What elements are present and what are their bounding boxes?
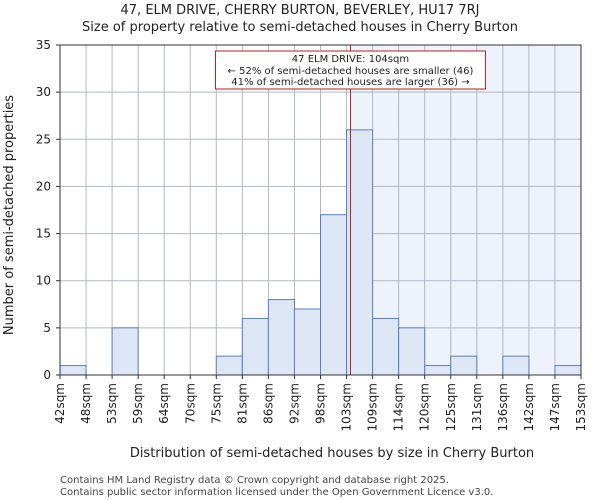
y-tick-label: 30 [36, 85, 51, 99]
x-tick-label: 136sqm [496, 383, 510, 431]
annotation-box [214, 50, 486, 90]
histogram-bar [554, 365, 582, 376]
histogram-bar [450, 355, 478, 376]
x-tick-label: 92sqm [287, 383, 301, 424]
histogram-bar [59, 365, 87, 376]
y-tick-label: 10 [36, 274, 51, 288]
y-tick-labels: 0 5 10 15 20 25 30 35 [36, 38, 60, 382]
footer-line-1: Contains HM Land Registry data © Crown c… [60, 475, 449, 486]
x-tick-label: 142sqm [522, 383, 536, 431]
y-axis-label: Number of semi-detached properties [2, 95, 17, 335]
footer-line-2: Contains public sector information licen… [60, 487, 493, 498]
x-tick-label: 59sqm [131, 383, 145, 424]
histogram-bar [241, 317, 269, 376]
histogram-bar [398, 327, 426, 376]
x-tick-label: 114sqm [392, 383, 406, 431]
x-tick-label: 81sqm [235, 383, 249, 424]
histogram-bar [267, 299, 295, 376]
annotation-line-2: ← 52% of semi-detached houses are smalle… [228, 66, 474, 77]
x-tick-label: 75sqm [209, 383, 223, 424]
x-tick-label: 120sqm [418, 383, 432, 431]
x-tick-label: 125sqm [444, 383, 458, 431]
x-tick-label: 64sqm [157, 383, 171, 424]
bars [59, 129, 582, 376]
histogram-bar [215, 355, 243, 376]
y-tick-label: 20 [36, 179, 51, 193]
histogram-bar [320, 214, 348, 376]
x-tick-label: 86sqm [261, 383, 275, 424]
plot-frame [59, 44, 582, 376]
y-tick-label: 15 [36, 227, 51, 241]
chart-title: 47, ELM DRIVE, CHERRY BURTON, BEVERLEY, … [121, 3, 480, 18]
x-tick-label: 147sqm [548, 383, 562, 431]
x-tick-label: 98sqm [314, 383, 328, 424]
histogram-bar [424, 365, 452, 376]
x-axis-label: Distribution of semi-detached houses by … [130, 446, 534, 461]
x-tick-label: 109sqm [366, 383, 380, 431]
x-tick-label: 70sqm [183, 383, 197, 424]
y-tick-label: 0 [43, 368, 51, 382]
x-tick-label: 42sqm [53, 383, 67, 424]
chart-subtitle: Size of property relative to semi-detach… [82, 20, 518, 35]
x-tick-label: 48sqm [79, 383, 93, 424]
y-tick-label: 5 [43, 321, 51, 335]
x-tick-label: 53sqm [105, 383, 119, 424]
x-tick-label: 103sqm [340, 383, 354, 431]
y-tick-label: 25 [36, 132, 51, 146]
y-tick-label: 35 [36, 38, 51, 52]
histogram-bar [111, 327, 139, 376]
x-tick-label: 153sqm [574, 383, 588, 431]
histogram-bar [372, 317, 400, 376]
annotation-line-1: 47 ELM DRIVE: 104sqm [292, 54, 409, 65]
histogram-bar [502, 355, 530, 376]
x-tick-labels: 42sqm 48sqm 53sqm 59sqm 64sqm 70sqm 75sqm 81sqm… [53, 375, 588, 431]
annotation-line-3: 41% of semi-detached houses are larger (… [231, 77, 469, 88]
x-tick-label: 131sqm [470, 383, 484, 431]
histogram-bar [293, 308, 322, 376]
